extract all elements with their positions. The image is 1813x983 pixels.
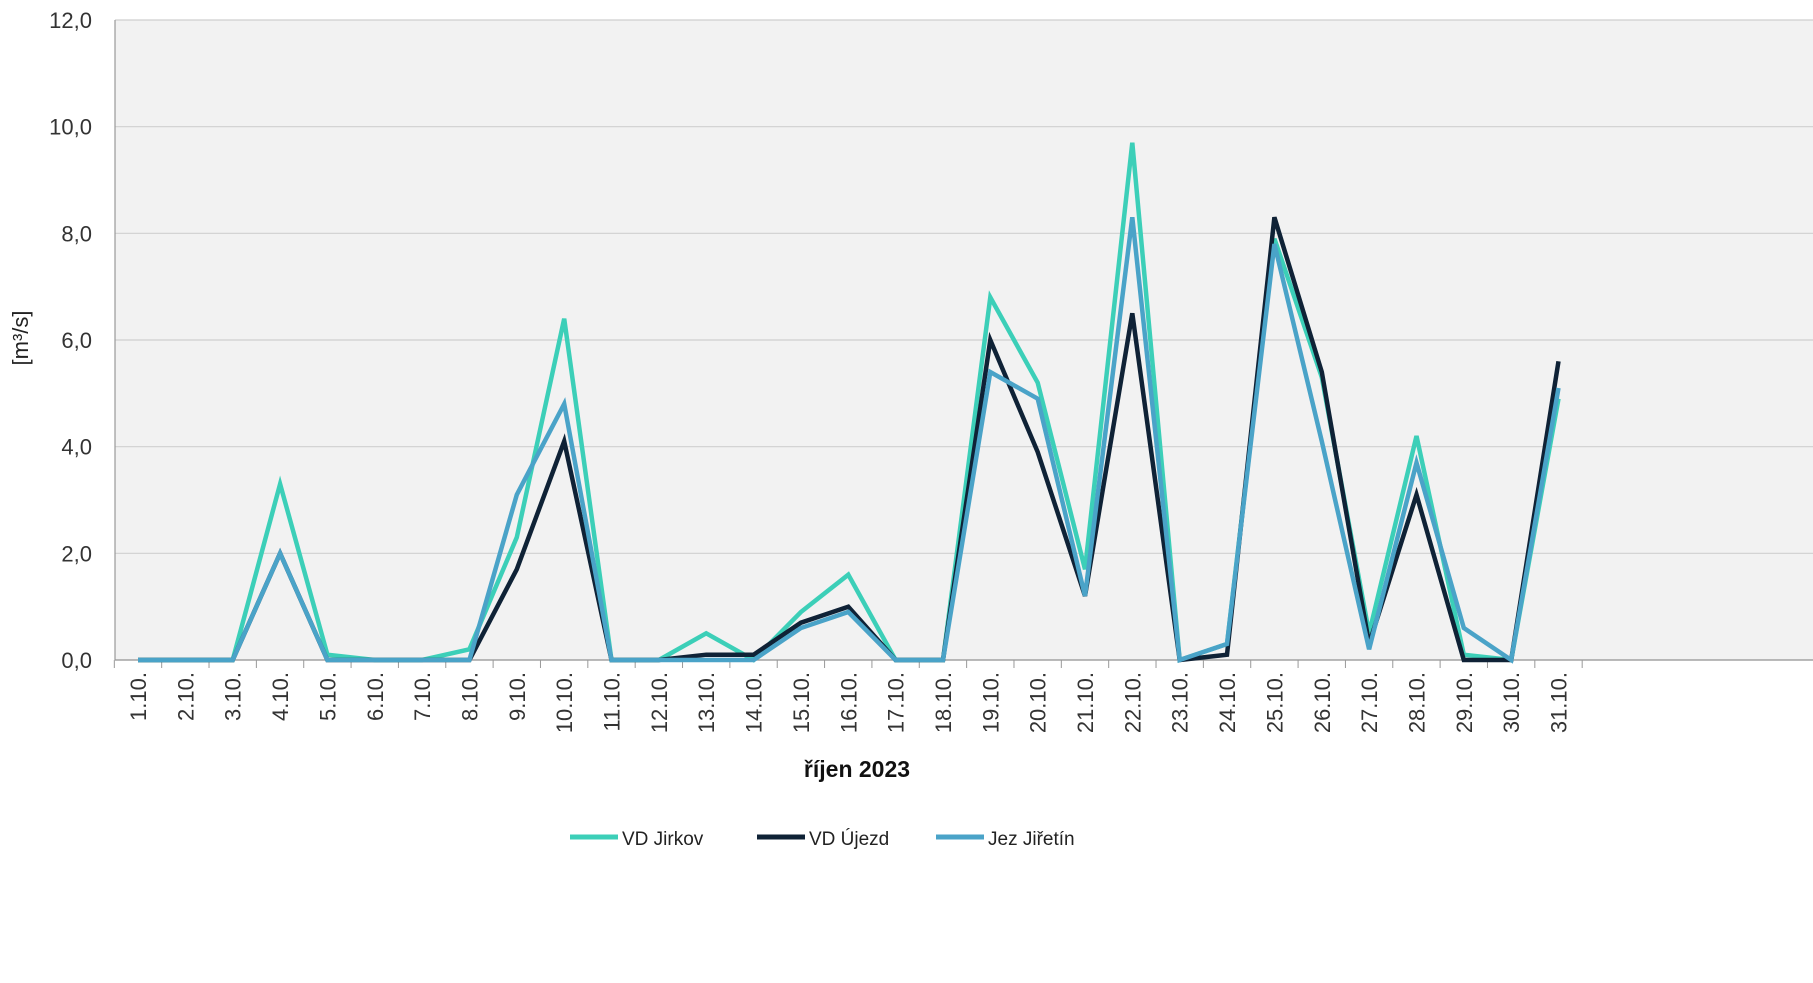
x-tick-label: 12.10. [647, 672, 672, 733]
y-tick-label: 4,0 [61, 435, 92, 460]
x-tick-label: 30.10. [1499, 672, 1524, 733]
x-tick-label: 15.10. [789, 672, 814, 733]
x-tick-label: 25.10. [1262, 672, 1287, 733]
x-tick-label: 3.10. [221, 672, 246, 721]
y-tick-label: 2,0 [61, 541, 92, 566]
x-axis-labels: 1.10. 2.10. 3.10. 4.10. 5.10. 6.10. 7.10. 8.10.… [126, 672, 1572, 733]
y-tick-label: 0,0 [61, 648, 92, 673]
legend: VD Jirkov VD Újezd Jez Jiřetín [570, 828, 1075, 850]
x-tick-label: 29.10. [1452, 672, 1477, 733]
y-axis-labels: 0,0 2,0 4,0 6,0 8,0 10,0 12,0 [49, 8, 92, 673]
x-tick-label: 1.10. [126, 672, 151, 721]
x-tick-label: 28.10. [1404, 672, 1429, 733]
legend-label: VD Jirkov [622, 829, 704, 850]
x-tick-label: 22.10. [1120, 672, 1145, 733]
x-tick-label: 18.10. [931, 672, 956, 733]
x-tick-label: 24.10. [1215, 672, 1240, 733]
legend-label: VD Újezd [809, 828, 889, 850]
x-tick-label: 21.10. [1073, 672, 1098, 733]
y-tick-label: 6,0 [61, 328, 92, 353]
y-tick-label: 8,0 [61, 221, 92, 246]
series-line [138, 217, 1561, 664]
x-tick-label: 6.10. [363, 672, 388, 721]
x-tick-label: 31.10. [1547, 672, 1572, 733]
x-tick-label: 14.10. [742, 672, 767, 733]
x-tick-label: 5.10. [315, 672, 340, 721]
x-tick-label: 17.10. [884, 672, 909, 733]
legend-label: Jez Jiřetín [988, 829, 1075, 850]
x-tick-label: 10.10. [552, 672, 577, 733]
x-tick-label: 7.10. [410, 672, 435, 721]
x-axis-title: říjen 2023 [804, 756, 910, 782]
x-tick-label: 2.10. [173, 672, 198, 721]
y-axis-title: [m³/s] [8, 311, 33, 366]
x-tick-label: 20.10. [1026, 672, 1051, 733]
x-tick-label: 9.10. [505, 672, 530, 721]
x-tick-label: 13.10. [694, 672, 719, 733]
x-tick-label: 11.10. [600, 672, 625, 732]
x-tick-label: 4.10. [268, 672, 293, 721]
x-tick-label: 16.10. [836, 672, 861, 733]
x-tick-label: 27.10. [1357, 672, 1382, 733]
x-tick-label: 23.10. [1168, 672, 1193, 733]
y-tick-label: 10,0 [49, 115, 92, 140]
x-tick-label: 19.10. [978, 672, 1003, 733]
x-tick-label: 26.10. [1310, 672, 1335, 733]
series-lines [138, 142, 1561, 664]
y-tick-label: 12,0 [49, 8, 92, 33]
x-tick-label: 8.10. [457, 672, 482, 721]
